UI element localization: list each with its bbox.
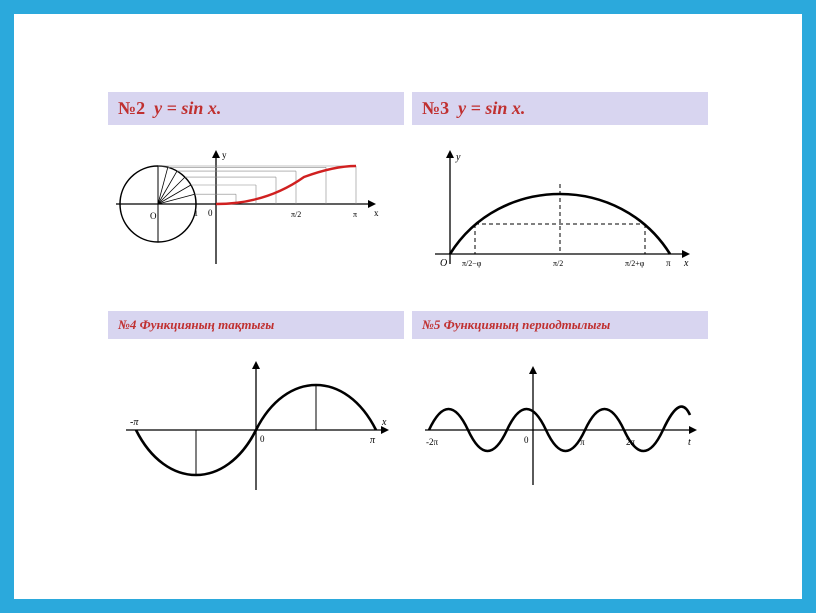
- svg-text:π: π: [666, 258, 671, 268]
- panel-2-chart: O 0 1 π/2 π y x: [116, 144, 396, 284]
- panel-2-body: O 0 1 π/2 π y x: [108, 125, 404, 303]
- panel-2-num: №2: [118, 98, 145, 118]
- svg-text:π/2: π/2: [553, 259, 563, 268]
- p2-ylabel: y: [222, 150, 227, 160]
- svg-text:π: π: [353, 210, 357, 219]
- svg-text:2π: 2π: [626, 437, 636, 447]
- slide-grid: №2 y = sin x.: [108, 92, 708, 522]
- panel-2: №2 y = sin x.: [108, 92, 404, 303]
- p2-xlabel: x: [374, 208, 379, 218]
- panel-3-num: №3: [422, 98, 449, 118]
- panel-4-body: -π 0 π x: [108, 339, 404, 522]
- panel-5-chart: -2π 0 π 2π t: [420, 355, 700, 505]
- svg-text:π: π: [370, 435, 376, 446]
- panel-3-eq: y = sin x.: [458, 98, 525, 118]
- panel-3-chart: O π/2−φ π/2 π/2+φ π y x: [420, 144, 700, 284]
- svg-text:π/2−φ: π/2−φ: [462, 259, 482, 268]
- svg-text:-2π: -2π: [426, 437, 438, 447]
- panel-4: №4 Функцияның тақтығы -π 0: [108, 311, 404, 522]
- p3-ylabel: y: [455, 152, 461, 163]
- svg-text:0: 0: [260, 434, 265, 444]
- panel-5-title-text: №5 Функцияның периодтылығы: [422, 317, 610, 332]
- panel-3-body: O π/2−φ π/2 π/2+φ π y x: [412, 125, 708, 303]
- panel-2-eq: y = sin x.: [154, 98, 221, 118]
- panel-4-title-text: №4 Функцияның тақтығы: [118, 317, 274, 332]
- svg-text:0: 0: [208, 208, 213, 218]
- panel-5-title: №5 Функцияның периодтылығы: [412, 311, 708, 339]
- panel-2-title: №2 y = sin x.: [108, 92, 404, 125]
- p3-xlabel: x: [683, 258, 689, 269]
- panel-4-chart: -π 0 π x: [116, 355, 396, 505]
- panel-3-title: №3 y = sin x.: [412, 92, 708, 125]
- outer-frame: №2 y = sin x.: [0, 0, 816, 613]
- panel-5-body: -2π 0 π 2π t: [412, 339, 708, 522]
- svg-text:-π: -π: [130, 417, 139, 428]
- panel-5: №5 Функцияның периодтылығы -2π 0 π 2π t: [412, 311, 708, 522]
- panel-4-title: №4 Функцияның тақтығы: [108, 311, 404, 339]
- svg-text:1: 1: [194, 209, 198, 218]
- svg-text:π: π: [580, 437, 585, 447]
- svg-text:O: O: [150, 211, 157, 221]
- svg-text:π/2+φ: π/2+φ: [625, 259, 645, 268]
- p5-xlabel: t: [688, 437, 691, 448]
- svg-text:π/2: π/2: [291, 210, 301, 219]
- p3-origin: O: [440, 258, 447, 269]
- svg-text:0: 0: [524, 435, 529, 445]
- p4-xlabel: x: [381, 417, 387, 428]
- panel-3: №3 y = sin x.: [412, 92, 708, 303]
